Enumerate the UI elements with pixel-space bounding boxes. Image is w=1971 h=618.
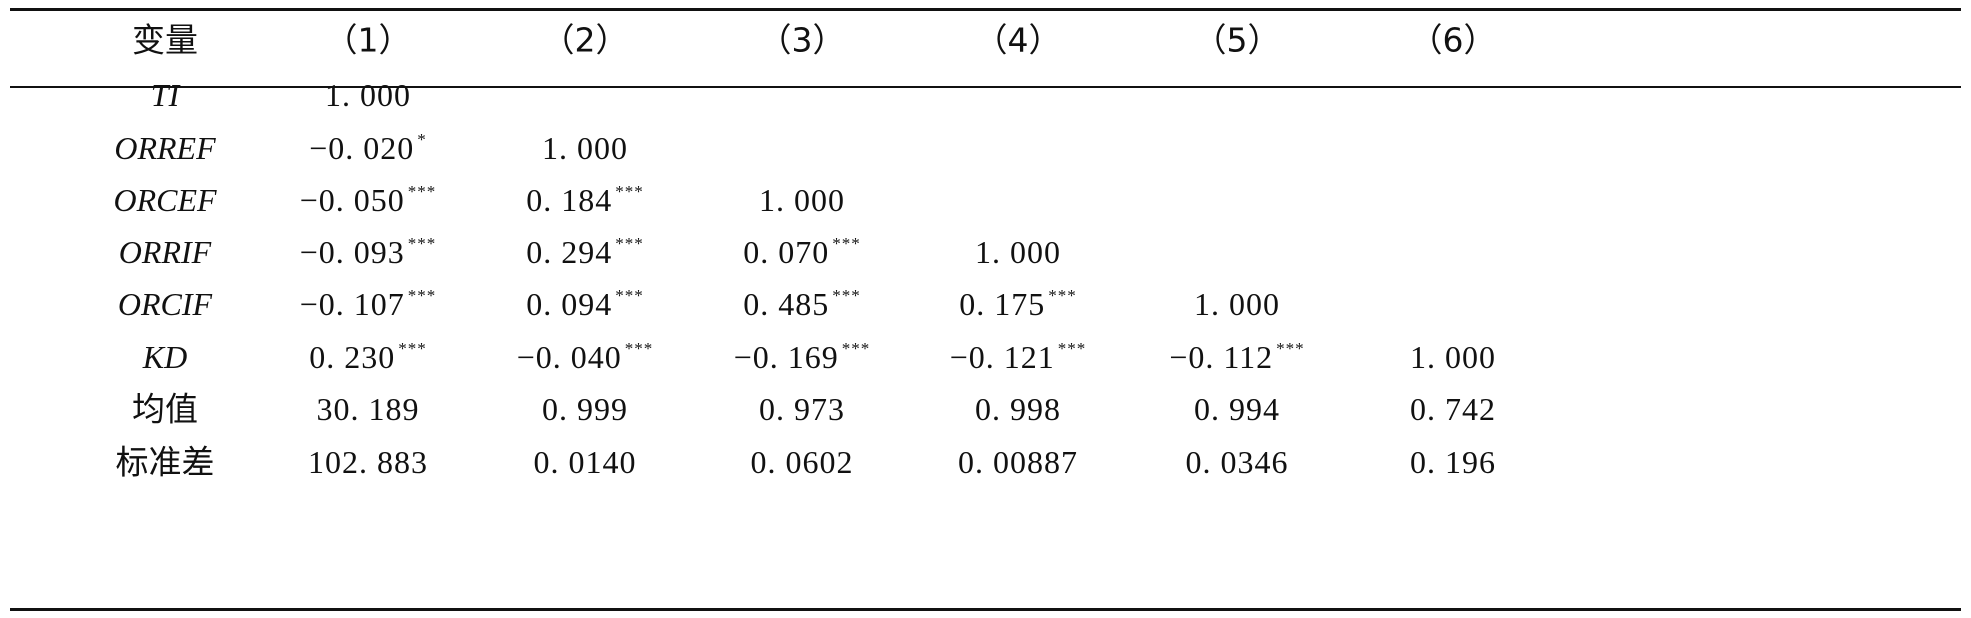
header-col-1: （1） (324, 20, 412, 60)
row-label: 标准差 (115, 442, 215, 482)
cell-value: 0. 294 (526, 234, 613, 270)
table-cell: 0. 196 (1410, 446, 1496, 478)
cell-value: 1. 000 (325, 77, 411, 113)
table-cell: 0. 294 *** (526, 234, 644, 270)
table-cell: 0. 994 (1194, 393, 1280, 425)
cell-value: 0. 0346 (1185, 444, 1289, 480)
significance-stars: * (417, 130, 427, 149)
table-cell: 1. 000 (542, 132, 628, 164)
significance-stars: *** (615, 234, 644, 253)
cell-value: 0. 00887 (958, 444, 1078, 480)
table-cell: 0. 742 (1410, 393, 1496, 425)
row-label: ORCIF (117, 286, 213, 322)
row-label: ORCEF (113, 182, 217, 218)
table-cell: 0. 0346 (1186, 446, 1289, 478)
cell-value: 1. 000 (759, 182, 845, 218)
cell-value: −0. 093 (299, 234, 405, 270)
significance-stars: *** (615, 182, 644, 201)
header-col-2: （2） (541, 20, 629, 60)
cell-value: 1. 000 (542, 130, 628, 166)
table-cell: 1. 000 (759, 184, 845, 216)
cell-value: −0. 121 (949, 339, 1055, 375)
table-cell: −0. 107 *** (299, 286, 437, 322)
significance-stars: *** (832, 286, 861, 305)
cell-value: 0. 485 (743, 286, 830, 322)
table-cell: 1. 000 (1194, 288, 1280, 320)
table-cell: 0. 998 (975, 393, 1061, 425)
header-col-6: （6） (1409, 20, 1497, 60)
table-cell: 0. 184 *** (526, 182, 644, 218)
significance-stars: *** (1276, 339, 1305, 358)
table-cell: 0. 485 *** (743, 286, 861, 322)
table-cell: −0. 112 *** (1169, 339, 1305, 375)
row-label: 均值 (132, 389, 198, 429)
significance-stars: *** (841, 339, 871, 358)
cell-value: 0. 230 (309, 339, 396, 375)
table-cell: −0. 093 *** (299, 234, 437, 270)
significance-stars: *** (407, 234, 437, 253)
cell-value: 0. 0602 (750, 444, 854, 480)
row-label: ORRIF (118, 234, 212, 270)
cell-value: −0. 040 (516, 339, 622, 375)
cell-value: 1. 000 (1410, 339, 1496, 375)
cell-value: 0. 998 (975, 391, 1061, 427)
table-cell: −0. 121 *** (949, 339, 1087, 375)
cell-value: −0. 112 (1169, 339, 1274, 375)
table-cell: 0. 0140 (534, 446, 637, 478)
cell-value: 102. 883 (308, 444, 428, 480)
table-cell: 0. 999 (542, 393, 628, 425)
table-cell: −0. 050 *** (299, 182, 437, 218)
header-col-3: （3） (758, 20, 846, 60)
significance-stars: *** (1048, 286, 1077, 305)
cell-value: 0. 175 (959, 286, 1046, 322)
cell-value: 30. 189 (316, 391, 420, 427)
header-col-4: （4） (974, 20, 1062, 60)
table-cell: 0. 230 *** (309, 339, 427, 375)
row-label: ORREF (114, 130, 216, 166)
cell-value: 0. 999 (542, 391, 628, 427)
significance-stars: *** (398, 339, 427, 358)
table-cell: −0. 020 * (309, 130, 427, 166)
table-top-rule (10, 8, 1961, 11)
cell-value: 0. 973 (759, 391, 845, 427)
cell-value: 0. 184 (526, 182, 613, 218)
cell-value: 0. 070 (743, 234, 830, 270)
table-cell: 30. 189 (317, 393, 420, 425)
cell-value: 1. 000 (975, 234, 1061, 270)
cell-value: 0. 994 (1194, 391, 1280, 427)
table-cell: 0. 0602 (751, 446, 854, 478)
table-cell: 0. 00887 (958, 446, 1078, 478)
cell-value: 0. 742 (1410, 391, 1496, 427)
cell-value: 1. 000 (1194, 286, 1280, 322)
significance-stars: *** (832, 234, 861, 253)
cell-value: 0. 0140 (533, 444, 637, 480)
table-cell: 0. 973 (759, 393, 845, 425)
table-cell: −0. 169 *** (733, 339, 871, 375)
significance-stars: *** (407, 182, 437, 201)
significance-stars: *** (615, 286, 644, 305)
significance-stars: *** (1057, 339, 1087, 358)
table-cell: −0. 040 *** (516, 339, 654, 375)
table-cell: 0. 175 *** (959, 286, 1077, 322)
significance-stars: *** (624, 339, 654, 358)
table-cell: 0. 094 *** (526, 286, 644, 322)
table-header-rule (10, 86, 1961, 88)
header-col-5: （5） (1193, 20, 1281, 60)
significance-stars: *** (407, 286, 437, 305)
cell-value: −0. 169 (733, 339, 839, 375)
table-cell: 1. 000 (325, 79, 411, 111)
cell-value: 0. 094 (526, 286, 613, 322)
cell-value: −0. 020 (309, 130, 415, 166)
cell-value: −0. 050 (299, 182, 405, 218)
table-cell: 1. 000 (975, 236, 1061, 268)
table-cell: 102. 883 (308, 446, 428, 478)
cell-value: 0. 196 (1410, 444, 1496, 480)
table-bottom-rule (10, 608, 1961, 611)
table-cell: 1. 000 (1410, 341, 1496, 373)
table-cell: 0. 070 *** (743, 234, 861, 270)
row-label: KD (142, 339, 188, 375)
header-variable: 变量 (132, 20, 198, 60)
cell-value: −0. 107 (299, 286, 405, 322)
row-label: TI (150, 77, 180, 113)
